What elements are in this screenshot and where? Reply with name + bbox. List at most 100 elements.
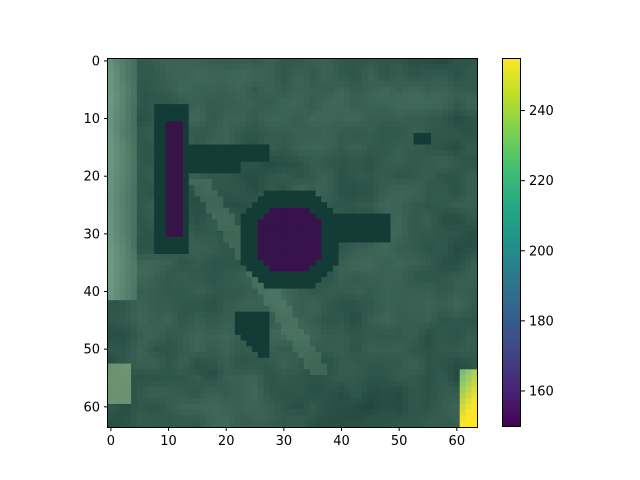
- heatmap-cell: [165, 323, 172, 330]
- heatmap-cell: [217, 346, 224, 353]
- heatmap-cell: [430, 138, 438, 145]
- heatmap-cell: [350, 398, 357, 405]
- heatmap-cell: [165, 415, 172, 422]
- heatmap-cell: [442, 409, 449, 416]
- heatmap-cell: [269, 415, 276, 422]
- heatmap-cell: [119, 144, 126, 151]
- heatmap-cell: [384, 69, 391, 76]
- heatmap-cell: [269, 271, 276, 278]
- heatmap-cell: [217, 392, 224, 399]
- heatmap-cell: [165, 179, 172, 186]
- heatmap-cell: [257, 305, 265, 313]
- heatmap-cell: [113, 254, 120, 261]
- heatmap-cell: [142, 69, 149, 76]
- heatmap-cell: [419, 242, 426, 249]
- heatmap-cell: [373, 196, 380, 203]
- heatmap-cell: [298, 167, 305, 174]
- heatmap-cell: [246, 380, 253, 388]
- heatmap-cell: [355, 311, 363, 318]
- heatmap-cell: [430, 403, 438, 411]
- heatmap-cell: [131, 104, 138, 111]
- heatmap-cell: [125, 328, 132, 336]
- heatmap-cell: [442, 254, 449, 261]
- heatmap-cell: [350, 179, 357, 186]
- heatmap-cell: [402, 121, 409, 128]
- heatmap-cell: [378, 415, 386, 422]
- heatmap-cell: [304, 184, 311, 192]
- heatmap-cell: [177, 179, 184, 186]
- heatmap-cell: [344, 288, 351, 295]
- heatmap-cell: [327, 265, 334, 272]
- heatmap-cell: [223, 328, 230, 336]
- heatmap-cell: [136, 104, 143, 111]
- heatmap-cell: [119, 115, 126, 122]
- heatmap-cell: [182, 138, 190, 145]
- heatmap-cell: [367, 282, 374, 290]
- heatmap-cell: [246, 328, 253, 336]
- heatmap-cell: [361, 98, 368, 105]
- heatmap-cell: [257, 392, 265, 399]
- heatmap-cell: [309, 109, 316, 117]
- heatmap-cell: [453, 81, 461, 88]
- heatmap-cell: [355, 98, 363, 105]
- heatmap-cell: [131, 375, 138, 382]
- heatmap-cell: [407, 92, 414, 99]
- heatmap-cell: [425, 288, 432, 295]
- heatmap-cell: [165, 305, 172, 313]
- heatmap-cell: [182, 254, 190, 261]
- heatmap-cell: [217, 219, 224, 226]
- heatmap-cell: [367, 259, 374, 266]
- heatmap-cell: [171, 69, 178, 76]
- heatmap-cell: [338, 144, 345, 151]
- heatmap-cell: [252, 202, 259, 209]
- heatmap-cell: [402, 300, 409, 307]
- heatmap-cell: [223, 109, 230, 117]
- heatmap-cell: [165, 346, 172, 353]
- heatmap-cell: [471, 421, 478, 428]
- heatmap-cell: [280, 81, 288, 88]
- heatmap-cell: [309, 271, 316, 278]
- heatmap-cell: [350, 219, 357, 226]
- heatmap-cell: [361, 398, 368, 405]
- heatmap-cell: [361, 58, 368, 65]
- heatmap-cell: [407, 398, 414, 405]
- heatmap-cell: [275, 86, 282, 93]
- heatmap-cell: [309, 161, 316, 168]
- heatmap-cell: [304, 213, 311, 220]
- heatmap-cell: [355, 363, 363, 370]
- heatmap-cell: [280, 265, 288, 272]
- heatmap-cell: [315, 132, 322, 140]
- heatmap-cell: [425, 254, 432, 261]
- heatmap-cell: [321, 375, 328, 382]
- heatmap-cell: [396, 196, 403, 203]
- heatmap-cell: [465, 294, 472, 301]
- heatmap-cell: [327, 121, 334, 128]
- heatmap-cell: [275, 305, 282, 313]
- heatmap-cell: [194, 277, 201, 284]
- heatmap-cell: [407, 132, 414, 140]
- heatmap-cell: [275, 156, 282, 163]
- heatmap-cell: [402, 334, 409, 341]
- heatmap-cell: [257, 207, 265, 215]
- heatmap-cell: [159, 259, 167, 266]
- heatmap-cell: [165, 398, 172, 405]
- heatmap-cell: [315, 357, 322, 364]
- heatmap-cell: [471, 150, 478, 157]
- heatmap-cell: [396, 375, 403, 382]
- heatmap-cell: [108, 196, 115, 203]
- heatmap-cell: [217, 305, 224, 313]
- heatmap-cell: [229, 254, 236, 261]
- heatmap-cell: [390, 207, 397, 215]
- heatmap-cell: [159, 138, 167, 145]
- heatmap-cell: [471, 156, 478, 163]
- heatmap-cell: [246, 305, 253, 313]
- heatmap-cell: [448, 173, 455, 180]
- heatmap-cell: [436, 259, 443, 266]
- heatmap-cell: [436, 311, 443, 318]
- heatmap-cell: [321, 196, 328, 203]
- heatmap-cell: [327, 392, 334, 399]
- heatmap-cell: [154, 236, 161, 243]
- heatmap-cell: [407, 403, 414, 411]
- heatmap-cell: [119, 161, 126, 168]
